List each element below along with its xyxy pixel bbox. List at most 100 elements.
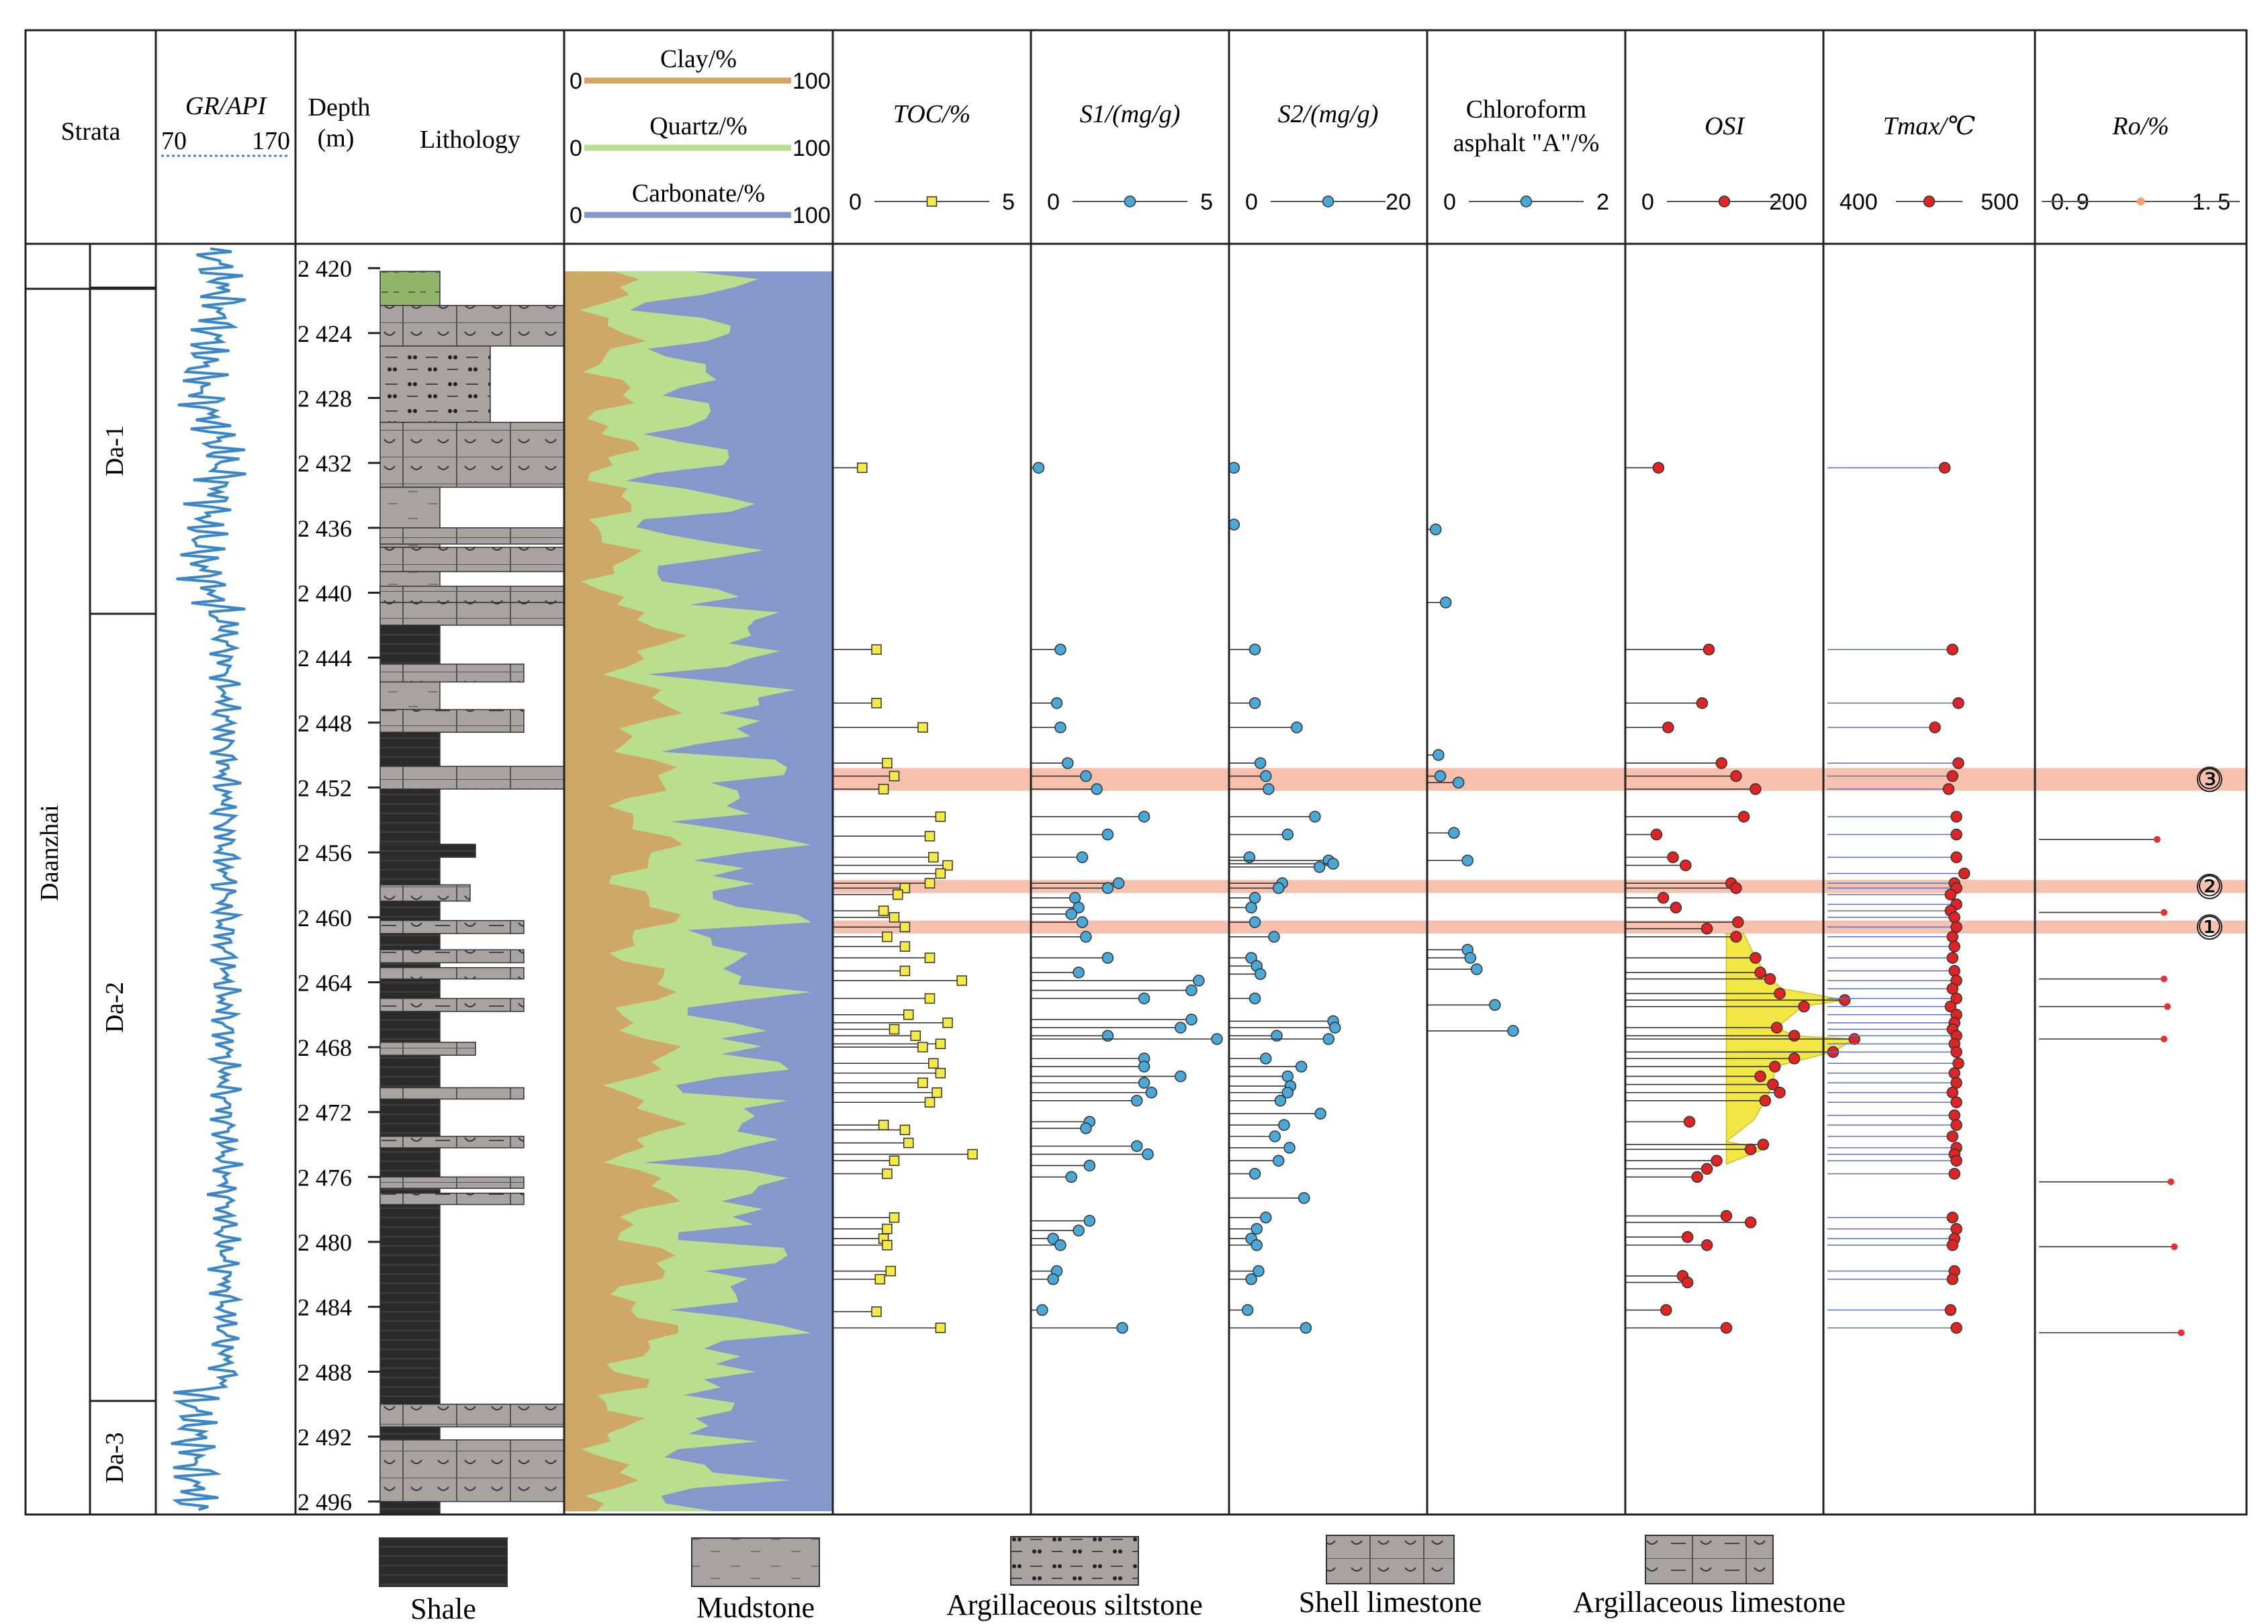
track-header-chloro-line1: Chloroform (1466, 95, 1586, 124)
point-s1-22 (1185, 1013, 1197, 1026)
point-s1-7 (1138, 811, 1150, 823)
point-osi-26 (1848, 1033, 1860, 1045)
point-osi-20 (1764, 973, 1776, 985)
lithology-bed-13 (379, 709, 525, 733)
point-s2-3 (1249, 697, 1261, 709)
mineral-headers: Clay/% 0 100 Quartz/% 0 100 Carbonate/% 0 100 (570, 45, 831, 228)
depth-tick-label-14: 2 476 (298, 1164, 352, 1191)
point-osi-32 (1774, 1086, 1786, 1099)
point-s2-2 (1249, 643, 1261, 656)
point-s1-35 (1142, 1148, 1154, 1161)
point-osi-33 (1759, 1095, 1772, 1107)
point-s1-19 (1193, 975, 1205, 987)
point-s2-12 (1327, 858, 1339, 870)
track-scale-marker-s2 (1322, 195, 1334, 208)
point-tmax-16 (1948, 911, 1960, 923)
point-chloro-4 (1452, 776, 1465, 788)
point-toc-7 (935, 811, 946, 822)
point-chloro-10 (1489, 999, 1501, 1011)
grid-frame (24, 29, 2248, 1516)
point-osi-35 (1757, 1138, 1770, 1151)
depth-tick-label-4: 2 436 (298, 515, 352, 542)
point-s2-28 (1260, 1052, 1272, 1065)
point-s1-16 (1080, 931, 1092, 943)
point-s1-36 (1083, 1159, 1096, 1172)
point-toc-3 (917, 722, 928, 733)
point-tmax-31 (1950, 1046, 1962, 1058)
point-s2-7 (1263, 783, 1275, 795)
point-tmax-18 (1946, 931, 1958, 943)
point-tmax-4 (1952, 757, 1964, 769)
lithology-bed-1 (379, 305, 565, 347)
point-toc-16 (889, 912, 900, 923)
point-s1-1 (1054, 643, 1067, 656)
legend-swatch-siltstone (1010, 1536, 1139, 1586)
point-tmax-7 (1950, 811, 1962, 823)
point-osi-5 (1730, 770, 1742, 782)
track-scale-marker-chloro (1520, 195, 1533, 208)
point-s2-1 (1228, 518, 1240, 531)
point-s1-6 (1091, 783, 1103, 795)
point-s1-14 (1065, 908, 1077, 920)
point-s1-44 (1036, 1304, 1048, 1316)
point-toc-41 (889, 1212, 900, 1223)
point-tmax-36 (1950, 1096, 1962, 1108)
point-s1-30 (1145, 1086, 1158, 1099)
point-s1-31 (1131, 1095, 1143, 1107)
strata-column: Daanzhai Da-1 Da-2 Da-3 (36, 286, 156, 1483)
strata-header: Strata (61, 118, 121, 146)
mineral-max-1: 100 (792, 136, 831, 161)
point-tmax-32 (1952, 1057, 1964, 1070)
formation-label: Daanzhai (36, 805, 64, 901)
point-tmax-43 (1948, 1167, 1960, 1180)
header-row: Strata GR/API 70 170 Depth (m) Lithology… (61, 45, 2240, 228)
point-s1-27 (1138, 1061, 1150, 1073)
point-s1-38 (1083, 1214, 1096, 1227)
highlight-label-2: ② (2197, 872, 2222, 903)
highlight-band-3 (833, 920, 2247, 934)
legend-swatch-shale (379, 1537, 508, 1587)
point-osi-0 (1652, 461, 1665, 474)
point-s2-32 (1281, 1086, 1294, 1099)
point-osi-47 (1720, 1322, 1733, 1334)
point-s1-11 (1101, 882, 1114, 895)
legend-label-shale: Shale (410, 1592, 476, 1624)
point-s1-29 (1138, 1077, 1150, 1089)
point-s1-12 (1069, 892, 1081, 904)
point-osi-8 (1650, 828, 1663, 841)
point-toc-0 (857, 462, 868, 473)
depth-tick-label-8: 2 452 (298, 774, 352, 801)
point-chloro-8 (1464, 952, 1477, 964)
point-osi-19 (1754, 966, 1766, 979)
point-s2-4 (1291, 721, 1303, 733)
point-s2-16 (1249, 892, 1261, 904)
lithology-bed-15 (379, 766, 565, 790)
point-osi-9 (1667, 851, 1679, 864)
point-s2-13 (1313, 861, 1326, 873)
point-s2-25 (1329, 1022, 1341, 1034)
track-min-osi: 0 (1641, 189, 1654, 215)
track-header-tmax: Tmax/℃ (1883, 112, 1976, 140)
lithology-bed-23 (379, 1042, 476, 1056)
track-header-s1: S1/(mg/g) (1080, 100, 1181, 128)
track-min-tmax: 400 (1840, 189, 1878, 215)
point-s2-18 (1249, 916, 1261, 928)
point-osi-18 (1750, 952, 1762, 964)
lithology-bed-8 (379, 586, 565, 603)
track-max-tmax: 500 (1981, 189, 2019, 215)
point-osi-12 (1730, 882, 1742, 895)
lithology-bed-18 (379, 884, 471, 902)
point-chloro-1 (1439, 596, 1452, 608)
point-chloro-0 (1430, 523, 1442, 536)
point-s1-17 (1101, 952, 1114, 964)
depth-tick-label-16: 2 484 (298, 1294, 352, 1321)
point-s1-2 (1050, 697, 1063, 709)
point-s1-9 (1076, 851, 1089, 864)
point-tmax-9 (1950, 851, 1962, 864)
point-s2-10 (1243, 851, 1256, 864)
point-s1-25 (1211, 1033, 1223, 1045)
point-osi-10 (1680, 859, 1692, 872)
lithology-bed-19 (379, 919, 525, 934)
point-tmax-23 (1946, 983, 1958, 995)
point-tmax-8 (1950, 828, 1962, 841)
